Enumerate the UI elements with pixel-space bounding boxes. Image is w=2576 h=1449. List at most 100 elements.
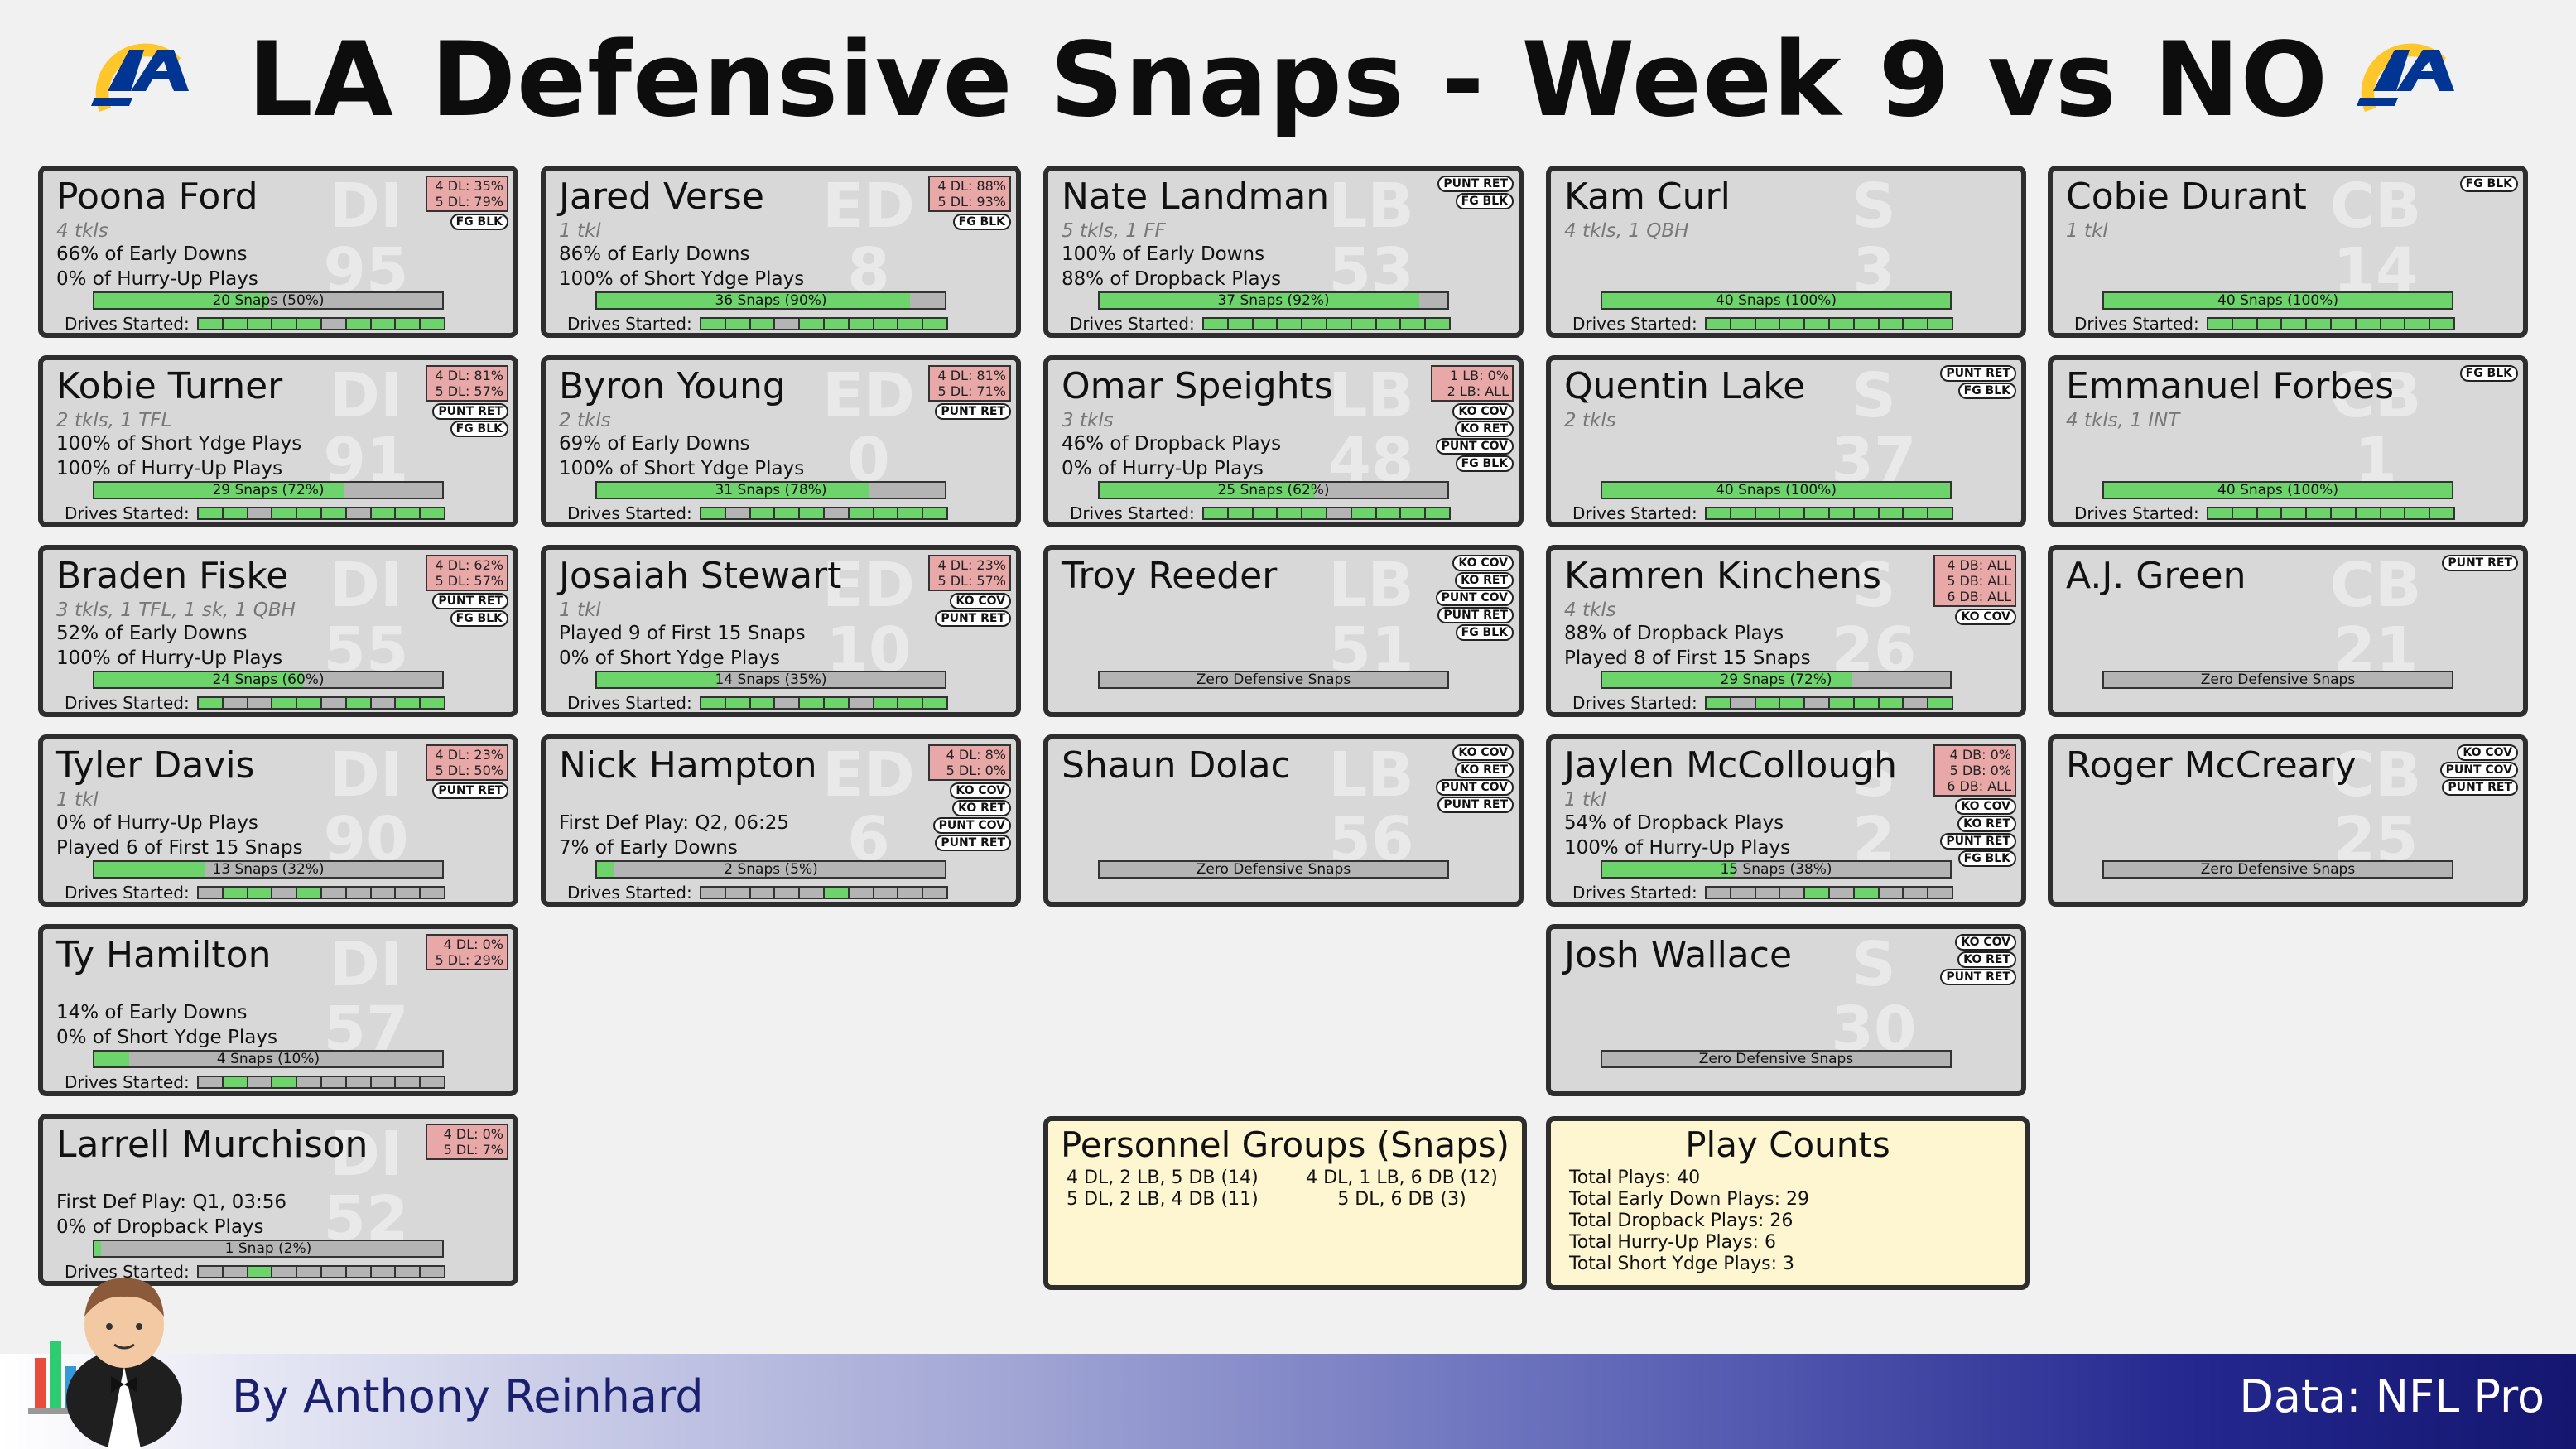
drive-segment bbox=[297, 1077, 322, 1087]
player-name: Jared Verse bbox=[559, 176, 764, 218]
drive-segment bbox=[1707, 319, 1731, 329]
drive-segment bbox=[346, 508, 372, 518]
snap-bar: 40 Snaps (100%) bbox=[1601, 291, 1952, 310]
drive-segment bbox=[725, 319, 751, 329]
snap-bar-label: 25 Snaps (62%) bbox=[1217, 482, 1330, 498]
drive-segment bbox=[223, 1077, 248, 1087]
stat-line: 52% of Early Downs bbox=[56, 623, 248, 644]
drive-segment bbox=[421, 508, 444, 518]
drives-started-track bbox=[1705, 886, 1953, 899]
snap-bar-fill bbox=[1602, 483, 1950, 498]
drives-started-track bbox=[700, 507, 948, 520]
position-watermark: ED 0 bbox=[819, 363, 918, 493]
snap-bar-fill bbox=[94, 1052, 129, 1066]
stat-line: Played 8 of First 15 Snaps bbox=[1564, 647, 1811, 669]
unit-usage-box: 4 DL: 35% 5 DL: 79% bbox=[426, 176, 508, 212]
snap-bar: 40 Snaps (100%) bbox=[2102, 291, 2453, 310]
drive-segment bbox=[701, 508, 726, 518]
unit-usage-line: 5 DB: 0% bbox=[1949, 763, 2011, 778]
drive-segment bbox=[421, 319, 444, 329]
unit-usage-line: 5 DL: 79% bbox=[435, 194, 503, 209]
special-teams-badges: PUNT RET bbox=[935, 403, 1011, 420]
position-watermark: S 37 bbox=[1824, 363, 1924, 493]
stat-line: 100% of Short Ydge Plays bbox=[56, 433, 302, 455]
player-card: LB 56 Shaun Dolac Zero Defensive Snaps KO CO… bbox=[1043, 734, 1524, 907]
drive-segment bbox=[2208, 319, 2233, 329]
special-teams-badge: PUNT RET bbox=[432, 782, 508, 799]
snap-bar-label: 15 Snaps (38%) bbox=[1720, 861, 1832, 878]
drive-segment bbox=[272, 319, 298, 329]
drive-segment bbox=[346, 698, 372, 708]
drives-started-track bbox=[197, 886, 445, 899]
stat-line: 100% of Short Ydge Plays bbox=[559, 268, 805, 290]
player-name: Byron Young bbox=[559, 365, 786, 407]
special-teams-badge: PUNT RET bbox=[2442, 779, 2518, 796]
drive-segment bbox=[775, 888, 801, 898]
position-abbrev: ED bbox=[822, 739, 915, 811]
unit-usage-line: 4 DL: 35% bbox=[435, 178, 503, 194]
personnel-item: 4 DL, 1 LB, 6 DB (12) bbox=[1306, 1167, 1498, 1188]
player-card: CB 21 A.J. Green Zero Defensive Snaps PUNT R… bbox=[2048, 545, 2528, 717]
special-teams-badge: KO COV bbox=[1955, 798, 2016, 815]
player-name: Josh Wallace bbox=[1564, 934, 1793, 976]
rams-logo-left bbox=[91, 43, 189, 112]
drive-segment bbox=[898, 888, 924, 898]
snap-bar-fill bbox=[597, 293, 910, 308]
drive-segment bbox=[199, 319, 224, 329]
special-teams-badges: FG BLK bbox=[2459, 365, 2518, 382]
player-card: DI 57 Ty Hamilton 14% of Early Downs 0% of S… bbox=[38, 924, 518, 1096]
drive-segment bbox=[800, 888, 825, 898]
special-teams-badges: KO COV KO RET PUNT COV PUNT RET FG BLK bbox=[1435, 555, 1514, 641]
tackles-line: 5 tkls, 1 FF bbox=[1062, 220, 1166, 242]
play-counts-title: Play Counts bbox=[1685, 1124, 1890, 1165]
drive-segment bbox=[1780, 888, 1806, 898]
drive-segment bbox=[297, 1267, 322, 1277]
player-card: LB 51 Troy Reeder Zero Defensive Snaps KO CO… bbox=[1043, 545, 1524, 717]
rams-logo-right bbox=[2357, 43, 2454, 112]
special-teams-badges: PUNT RET FG BLK bbox=[432, 593, 508, 627]
drive-segment bbox=[2430, 508, 2453, 518]
unit-usage-line: 5 DL: 0% bbox=[946, 763, 1006, 778]
player-name: Ty Hamilton bbox=[56, 934, 272, 976]
snap-bar-label: 40 Snaps (100%) bbox=[2217, 292, 2338, 309]
drive-segment bbox=[1904, 698, 1929, 708]
special-teams-badge: KO COV bbox=[2457, 744, 2518, 761]
zero-snaps-bar: Zero Defensive Snaps bbox=[1098, 860, 1449, 879]
drive-segment bbox=[849, 698, 874, 708]
drive-segment bbox=[321, 888, 347, 898]
position-abbrev: DI bbox=[329, 929, 403, 1000]
drives-started-label: Drives Started: bbox=[65, 314, 190, 334]
unit-usage-line: 4 DL: 62% bbox=[435, 557, 503, 573]
drive-segment bbox=[1376, 319, 1402, 329]
drive-segment bbox=[1755, 698, 1781, 708]
player-name: Poona Ford bbox=[56, 176, 258, 218]
special-teams-badge: PUNT COV bbox=[1435, 438, 1514, 455]
play-counts-box: Play Counts Total Plays: 40 Total Early … bbox=[1546, 1116, 2030, 1290]
unit-usage-line: 4 DL: 81% bbox=[435, 368, 503, 383]
snap-bar-label: 40 Snaps (100%) bbox=[1716, 482, 1837, 498]
drives-started-track bbox=[1705, 317, 1953, 330]
unit-usage-box: 1 LB: 0% 2 LB: ALL bbox=[1431, 365, 1514, 402]
drive-segment bbox=[2307, 319, 2332, 329]
snap-bar: 1 Snap (2%) bbox=[93, 1240, 444, 1258]
snap-bar: 36 Snaps (90%) bbox=[595, 291, 946, 310]
drive-segment bbox=[1278, 319, 1303, 329]
special-teams-badge: PUNT COV bbox=[1435, 590, 1514, 606]
drives-started-label: Drives Started: bbox=[2074, 503, 2199, 523]
drive-segment bbox=[223, 888, 248, 898]
drive-segment bbox=[1928, 319, 1952, 329]
drives-started-track bbox=[197, 1076, 445, 1089]
drive-segment bbox=[1805, 888, 1830, 898]
stat-line: 66% of Early Downs bbox=[56, 243, 248, 265]
position-abbrev: DI bbox=[329, 550, 403, 621]
player-name: A.J. Green bbox=[2066, 555, 2246, 597]
snap-bar: 14 Snaps (35%) bbox=[595, 671, 946, 689]
drive-segment bbox=[1854, 508, 1880, 518]
unit-usage-box: 4 DB: ALL 5 DB: ALL 6 DB: ALL bbox=[1933, 555, 2016, 607]
drive-segment bbox=[1879, 698, 1904, 708]
drive-segment bbox=[1731, 319, 1756, 329]
drives-started-label: Drives Started: bbox=[65, 1262, 190, 1282]
drive-segment bbox=[1302, 508, 1327, 518]
player-name: Larrell Murchison bbox=[56, 1124, 368, 1166]
special-teams-badge: PUNT RET bbox=[1437, 176, 1514, 192]
